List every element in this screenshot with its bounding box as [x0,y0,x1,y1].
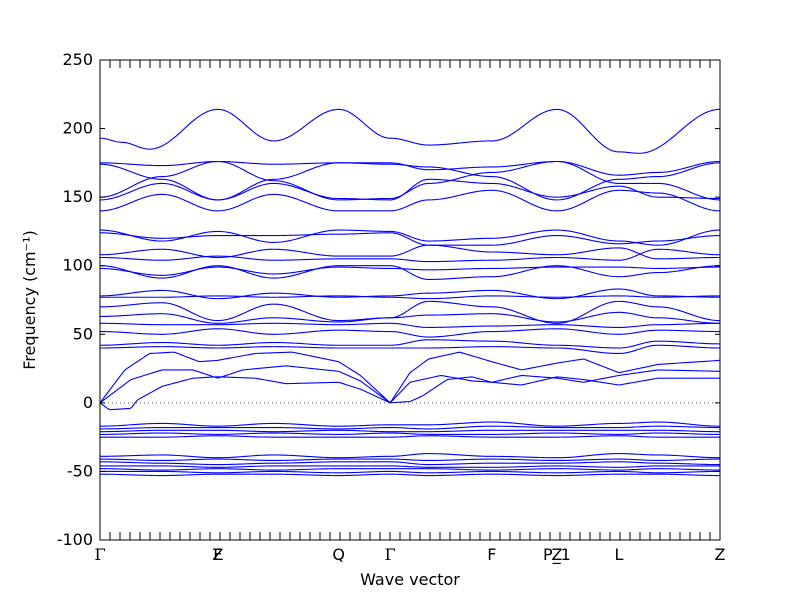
band-line-32 [100,465,720,468]
band-line-8 [100,232,720,246]
band-line-34 [100,470,720,474]
y-tick-label: 0 [83,393,93,412]
band-line-6 [100,189,720,212]
x-tick-label: F [487,545,496,564]
band-line-9 [100,244,720,260]
x-tick-label: P_1 [543,545,571,565]
band-line-28 [100,435,720,438]
band-line-22 [100,365,720,404]
y-tick-label: 150 [62,187,93,206]
band-line-33 [100,468,720,471]
band-line-24 [100,421,720,427]
y-tick-label: 50 [73,324,93,343]
band-line-5 [100,178,720,201]
band-line-30 [100,458,720,462]
band-line-4 [100,160,720,201]
x-tick-label: Γ [94,545,105,564]
x-tick-label: F [213,545,222,564]
y-axis-label: Frequency (cm⁻¹) [20,230,39,369]
band-line-7 [100,229,720,246]
band-line-25 [100,425,720,430]
x-tick-label: L [614,545,623,564]
y-tick-label: 100 [62,256,93,275]
band-line-31 [100,461,720,466]
band-line-15 [100,300,720,324]
band-line-19 [100,339,720,349]
y-tick-label: -50 [67,461,93,480]
band-line-18 [100,328,720,338]
band-line-20 [100,344,720,355]
band-line-13 [100,288,720,300]
band-line-23 [100,376,720,411]
plot-area [100,60,720,540]
axes-frame [99,59,721,541]
x-tick-label: Z [551,545,562,564]
x-tick-label: Z [212,545,223,564]
x-axis-label: Wave vector [360,570,460,589]
band-line-14 [100,295,720,300]
band-line-11 [100,265,720,280]
x-tick-label: Γ [385,545,396,564]
band-line-12 [100,266,720,276]
band-line-21 [100,351,720,404]
band-line-10 [100,248,720,263]
band-line-35 [100,473,720,477]
y-tick-label: 200 [62,119,93,138]
y-tick-label: 250 [62,50,93,69]
band-line-26 [100,429,720,433]
band-line-1 [100,108,720,154]
series-layer [100,108,720,477]
band-line-16 [100,311,720,324]
x-tick-label: Z [715,545,726,564]
x-tick-label: Q [332,545,345,564]
band-line-3 [100,162,720,201]
band-line-17 [100,322,720,328]
y-tick-label: -100 [57,530,93,549]
band-line-2 [100,160,720,176]
band-line-27 [100,432,720,435]
band-line-29 [100,453,720,459]
